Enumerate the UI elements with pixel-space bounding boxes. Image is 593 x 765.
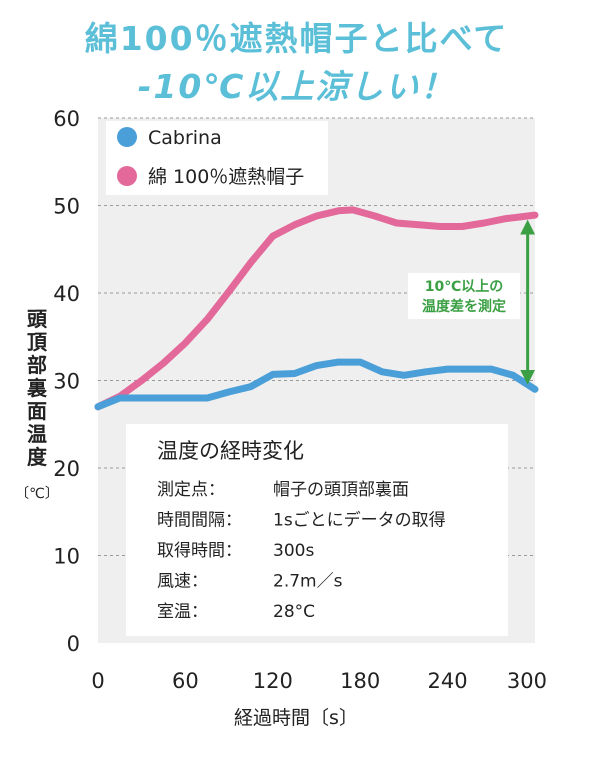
x-tick-label: 0 bbox=[91, 669, 104, 693]
info-row-label: 風速： bbox=[157, 572, 208, 592]
y-axis-title-char: 頭 bbox=[27, 307, 48, 331]
y-axis-title-char: 部 bbox=[27, 353, 47, 377]
x-axis-title: 経過時間〔s〕 bbox=[234, 707, 358, 729]
legend-label-cotton: 綿 100％遮熱帽子 bbox=[148, 166, 304, 188]
x-tick-label: 60 bbox=[172, 669, 199, 693]
y-axis-unit: 〔℃〕 bbox=[15, 486, 59, 502]
legend-label-cabrina: Cabrina bbox=[148, 127, 222, 149]
axis-ticks: 0 10 20 30 40 50 60 0 60 120 180 240 300 bbox=[53, 107, 547, 693]
y-axis-title-char: 温 bbox=[27, 422, 47, 446]
info-title: 温度の経時変化 bbox=[157, 439, 304, 463]
info-row-label: 測定点： bbox=[157, 480, 225, 500]
y-axis-title-char: 度 bbox=[27, 445, 48, 469]
difference-annotation: 10℃以上の 温度差を測定 bbox=[408, 219, 536, 385]
y-tick-label: 50 bbox=[53, 195, 80, 219]
y-axis-title-char: 面 bbox=[27, 399, 47, 423]
legend: Cabrina 綿 100％遮熱帽子 bbox=[106, 121, 328, 195]
legend-swatch-cabrina bbox=[117, 127, 137, 147]
info-row-label: 時間間隔： bbox=[157, 511, 242, 531]
info-row-value: 1sごとにデータの取得 bbox=[273, 510, 446, 531]
y-tick-label: 40 bbox=[53, 282, 80, 306]
info-row-value: 帽子の頭頂部裏面 bbox=[273, 479, 409, 500]
x-tick-label: 300 bbox=[507, 669, 547, 693]
x-tick-label: 240 bbox=[428, 669, 468, 693]
y-tick-label: 0 bbox=[67, 632, 80, 656]
y-axis-title-char: 裏 bbox=[26, 376, 48, 400]
y-axis-title-char: 頂 bbox=[27, 330, 48, 354]
y-tick-label: 60 bbox=[53, 107, 80, 131]
info-row-label: 室温： bbox=[157, 602, 208, 622]
x-tick-label: 120 bbox=[253, 669, 293, 693]
y-tick-label: 10 bbox=[53, 545, 80, 569]
series-line-cotton bbox=[94, 206, 539, 411]
info-row-label: 取得時間： bbox=[157, 541, 242, 561]
series-line-cabrina bbox=[94, 358, 539, 411]
headline-line-2: -10℃以上涼しい！ bbox=[137, 67, 456, 106]
annotation-line-2: 温度差を測定 bbox=[422, 298, 506, 315]
x-tick-label: 180 bbox=[340, 669, 380, 693]
series-lines bbox=[94, 206, 539, 411]
y-tick-label: 20 bbox=[53, 457, 80, 481]
info-row-value: 28°C bbox=[273, 602, 315, 622]
info-row-value: 2.7m／s bbox=[273, 572, 343, 592]
annotation-line-1: 10℃以上の bbox=[425, 279, 503, 295]
legend-swatch-cotton bbox=[117, 166, 137, 186]
y-tick-label: 30 bbox=[53, 370, 80, 394]
headline-line-1: 綿100％遮熱帽子と比べて bbox=[84, 19, 509, 58]
info-row-value: 300s bbox=[273, 541, 314, 561]
